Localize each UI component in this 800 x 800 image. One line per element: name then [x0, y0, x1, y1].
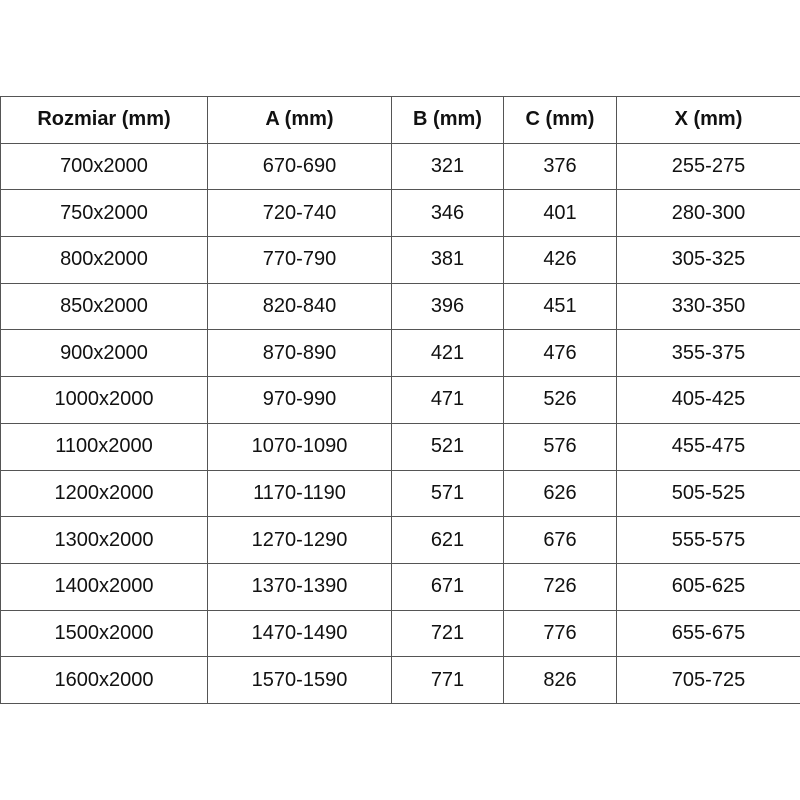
table-cell: 671 — [391, 562, 504, 611]
table-cell: 850x2000 — [0, 282, 208, 331]
table-cell: 526 — [503, 376, 617, 424]
table-cell: 820-840 — [207, 282, 392, 331]
table-cell: 381 — [391, 236, 504, 284]
table-cell: 330-350 — [616, 282, 800, 331]
table-cell: 451 — [503, 282, 617, 331]
table-row: 1000x2000 970-990 471 526 405-425 — [0, 376, 800, 424]
table-cell: 720-740 — [207, 189, 392, 238]
table-row: 1600x2000 1570-1590 771 826 705-725 — [0, 656, 800, 704]
header-row: Rozmiar (mm) A (mm) B (mm) C (mm) X (mm) — [0, 96, 800, 144]
table-cell: 476 — [503, 329, 617, 378]
table-cell: 1300x2000 — [0, 516, 208, 564]
table-cell: 355-375 — [616, 329, 800, 378]
table-cell: 1470-1490 — [207, 609, 392, 658]
table-cell: 555-575 — [616, 516, 800, 564]
table-cell: 900x2000 — [0, 329, 208, 378]
table-cell: 401 — [503, 189, 617, 238]
table-cell: 455-475 — [616, 422, 800, 471]
table-cell: 1500x2000 — [0, 609, 208, 658]
table-cell: 655-675 — [616, 609, 800, 658]
table-cell: 1270-1290 — [207, 516, 392, 564]
table-cell: 1070-1090 — [207, 422, 392, 471]
table-cell: 700x2000 — [0, 142, 208, 191]
table-cell: 605-625 — [616, 562, 800, 611]
table-cell: 321 — [391, 142, 504, 191]
table-cell: 426 — [503, 236, 617, 284]
table-cell: 346 — [391, 189, 504, 238]
table-cell: 376 — [503, 142, 617, 191]
table-cell: 1170-1190 — [207, 469, 392, 518]
table-cell: 826 — [503, 656, 617, 704]
table-cell: 1100x2000 — [0, 422, 208, 471]
table-cell: 870-890 — [207, 329, 392, 378]
table-cell: 505-525 — [616, 469, 800, 518]
column-header: A (mm) — [207, 96, 392, 144]
table-cell: 626 — [503, 469, 617, 518]
table-cell: 970-990 — [207, 376, 392, 424]
table-cell: 676 — [503, 516, 617, 564]
table-row: 1500x2000 1470-1490 721 776 655-675 — [0, 609, 800, 658]
table-row: 800x2000 770-790 381 426 305-325 — [0, 236, 800, 284]
column-header: Rozmiar (mm) — [0, 96, 208, 144]
column-header: B (mm) — [391, 96, 504, 144]
table-cell: 571 — [391, 469, 504, 518]
table-cell: 280-300 — [616, 189, 800, 238]
table-cell: 750x2000 — [0, 189, 208, 238]
table-cell: 770-790 — [207, 236, 392, 284]
table-cell: 1200x2000 — [0, 469, 208, 518]
table-row: 1300x2000 1270-1290 621 676 555-575 — [0, 516, 800, 564]
table-row: 750x2000 720-740 346 401 280-300 — [0, 189, 800, 238]
table-row: 1400x2000 1370-1390 671 726 605-625 — [0, 562, 800, 611]
table-cell: 621 — [391, 516, 504, 564]
table-cell: 471 — [391, 376, 504, 424]
table-cell: 1370-1390 — [207, 562, 392, 611]
table-cell: 800x2000 — [0, 236, 208, 284]
table-cell: 421 — [391, 329, 504, 378]
table-cell: 521 — [391, 422, 504, 471]
table-cell: 1400x2000 — [0, 562, 208, 611]
table-cell: 721 — [391, 609, 504, 658]
table-cell: 1000x2000 — [0, 376, 208, 424]
dimensions-table: Rozmiar (mm) A (mm) B (mm) C (mm) X (mm) 700… — [0, 96, 800, 704]
table-cell: 255-275 — [616, 142, 800, 191]
table-cell: 1570-1590 — [207, 656, 392, 704]
table-row: 850x2000 820-840 396 451 330-350 — [0, 282, 800, 331]
table-cell: 776 — [503, 609, 617, 658]
table-cell: 670-690 — [207, 142, 392, 191]
table-cell: 705-725 — [616, 656, 800, 704]
table-row: 700x2000 670-690 321 376 255-275 — [0, 142, 800, 191]
table-row: 1100x2000 1070-1090 521 576 455-475 — [0, 422, 800, 471]
table-row: 1200x2000 1170-1190 571 626 505-525 — [0, 469, 800, 518]
table-cell: 1600x2000 — [0, 656, 208, 704]
column-header: C (mm) — [503, 96, 617, 144]
table-cell: 396 — [391, 282, 504, 331]
table-cell: 771 — [391, 656, 504, 704]
table-row: 900x2000 870-890 421 476 355-375 — [0, 329, 800, 378]
table-cell: 576 — [503, 422, 617, 471]
table-cell: 405-425 — [616, 376, 800, 424]
column-header: X (mm) — [616, 96, 800, 144]
table-cell: 305-325 — [616, 236, 800, 284]
table-cell: 726 — [503, 562, 617, 611]
